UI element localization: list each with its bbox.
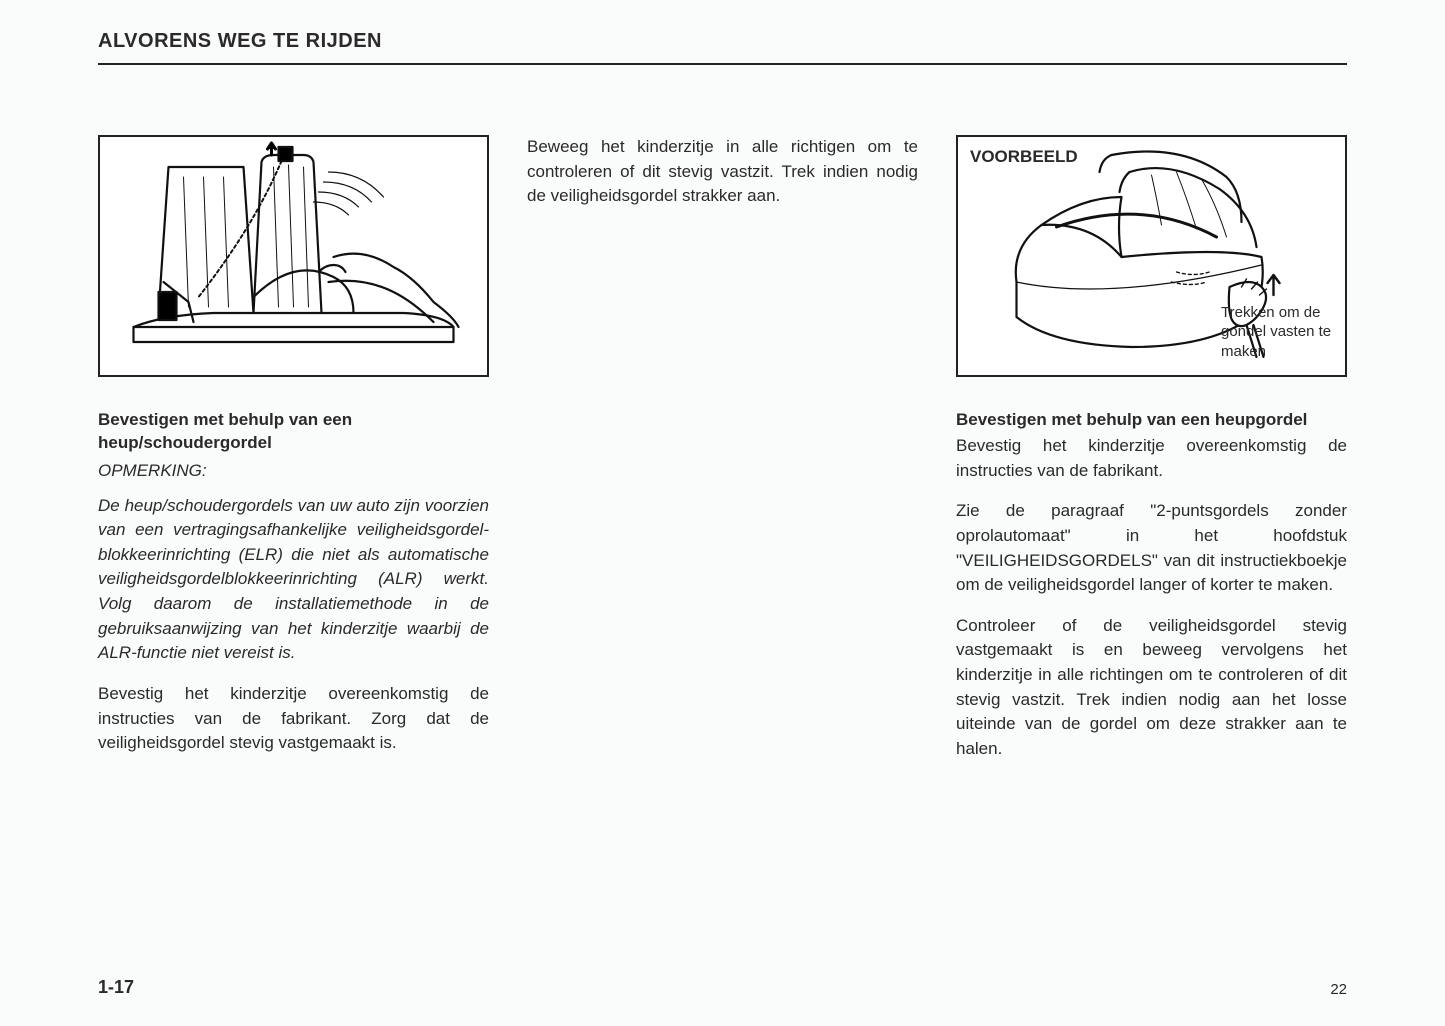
col1-subheading: Bevestigen met behulp van een heup/schou… — [98, 409, 489, 455]
figure-carrier-belt: VOORBEELD — [956, 135, 1347, 377]
column-2: Beweeg het kinderzitje in alle richtigen… — [527, 135, 918, 778]
col1-note-label: OPMERKING: — [98, 459, 489, 484]
col3-subheading: Bevestigen met behulp van een heupgordel — [956, 409, 1347, 432]
page-number-sheet: 22 — [1330, 981, 1347, 998]
col3-para1: Bevestig het kinderzitje overeenkomstig … — [956, 434, 1347, 483]
column-1: Bevestigen met behulp van een heup/schou… — [98, 135, 489, 778]
col3-para3: Controleer of de veiligheidsgordel stevi… — [956, 614, 1347, 762]
figure-caption: Trekken om de gondel vasten te maken — [1221, 303, 1341, 362]
figure-label-voorbeeld: VOORBEELD — [970, 145, 1078, 170]
col1-note-para: De heup/schoudergordels van uw auto zijn… — [98, 494, 489, 666]
page-number-section: 1-17 — [98, 977, 134, 998]
content-columns: Bevestigen met behulp van een heup/schou… — [98, 135, 1347, 778]
column-3: VOORBEELD — [956, 135, 1347, 778]
header-rule — [98, 63, 1347, 65]
col2-para: Beweeg het kinderzitje in alle richtigen… — [527, 135, 918, 209]
col3-para2: Zie de paragraaf "2-puntsgordels zonder … — [956, 499, 1347, 598]
col1-para: Bevestig het kinderzitje overeenkomstig … — [98, 682, 489, 756]
section-header: ALVORENS WEG TE RIJDEN — [98, 30, 1347, 53]
figure-seat-shake — [98, 135, 489, 377]
seat-shake-illustration — [100, 137, 487, 375]
